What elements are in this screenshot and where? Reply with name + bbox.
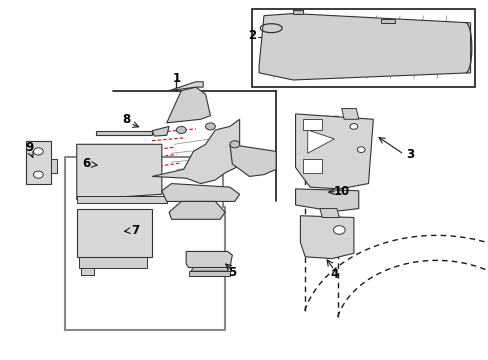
Polygon shape <box>188 271 229 276</box>
Polygon shape <box>259 14 469 80</box>
Polygon shape <box>300 216 353 258</box>
Polygon shape <box>166 87 210 123</box>
Polygon shape <box>169 82 203 91</box>
Bar <box>302 158 322 173</box>
Circle shape <box>33 171 43 178</box>
Text: 5: 5 <box>228 266 236 279</box>
Circle shape <box>357 147 365 153</box>
Polygon shape <box>169 202 224 219</box>
Circle shape <box>33 148 43 155</box>
Polygon shape <box>77 196 166 203</box>
Text: 1: 1 <box>172 72 180 85</box>
Text: 7: 7 <box>131 224 139 237</box>
Polygon shape <box>295 189 358 211</box>
Text: 10: 10 <box>333 185 349 198</box>
Circle shape <box>176 126 186 134</box>
Polygon shape <box>26 141 51 184</box>
Polygon shape <box>229 144 276 176</box>
Text: 9: 9 <box>25 141 34 154</box>
Text: 4: 4 <box>330 268 338 281</box>
Polygon shape <box>307 130 334 153</box>
Polygon shape <box>380 19 394 23</box>
Bar <box>251 9 474 87</box>
Polygon shape <box>77 144 162 200</box>
Polygon shape <box>319 208 339 217</box>
Circle shape <box>349 123 357 129</box>
Circle shape <box>333 226 345 234</box>
Text: 6: 6 <box>82 157 90 170</box>
Polygon shape <box>79 257 147 267</box>
Polygon shape <box>152 119 239 184</box>
Text: 2: 2 <box>247 29 255 42</box>
Circle shape <box>205 123 215 130</box>
Polygon shape <box>96 131 152 135</box>
Polygon shape <box>152 126 169 136</box>
Polygon shape <box>341 109 358 119</box>
Text: 3: 3 <box>405 148 413 162</box>
Polygon shape <box>51 158 57 173</box>
Text: 8: 8 <box>122 113 131 126</box>
Polygon shape <box>81 267 94 275</box>
Polygon shape <box>191 267 229 271</box>
Polygon shape <box>295 114 372 189</box>
Bar <box>302 119 322 130</box>
Circle shape <box>229 141 239 148</box>
Polygon shape <box>77 208 152 257</box>
Polygon shape <box>186 251 232 267</box>
Polygon shape <box>162 184 239 202</box>
Polygon shape <box>292 10 302 14</box>
